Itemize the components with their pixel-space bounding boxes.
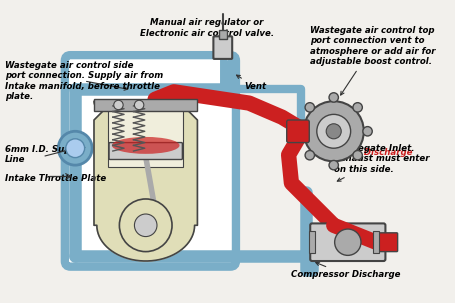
Circle shape	[294, 127, 304, 136]
Polygon shape	[94, 101, 197, 261]
Ellipse shape	[111, 137, 179, 154]
Circle shape	[134, 100, 143, 110]
Text: 6mm I.D. Supply
Line: 6mm I.D. Supply Line	[5, 145, 85, 165]
Circle shape	[119, 199, 172, 251]
Text: Manual air regulator or
Electronic air control valve.: Manual air regulator or Electronic air c…	[139, 18, 273, 38]
Circle shape	[304, 151, 314, 160]
Bar	[108, 101, 183, 167]
Text: Vent: Vent	[236, 75, 266, 92]
Circle shape	[303, 101, 363, 161]
Circle shape	[113, 100, 123, 110]
FancyBboxPatch shape	[309, 223, 384, 261]
Circle shape	[66, 139, 85, 158]
Circle shape	[362, 127, 371, 136]
FancyBboxPatch shape	[374, 233, 397, 251]
Circle shape	[316, 114, 350, 148]
Text: Intake Throttle Plate: Intake Throttle Plate	[5, 174, 106, 183]
FancyBboxPatch shape	[213, 36, 232, 59]
Bar	[218, 30, 226, 39]
FancyBboxPatch shape	[65, 55, 235, 267]
Text: Wastegate air control top
port connection vent to
atmosphere or add air for
adju: Wastegate air control top port connectio…	[309, 26, 435, 95]
Bar	[372, 231, 378, 254]
Bar	[308, 231, 314, 254]
Circle shape	[352, 103, 362, 112]
Text: Wastegate air control side
port connection. Supply air from
Intake manifold, bef: Wastegate air control side port connecti…	[5, 61, 162, 101]
Circle shape	[304, 103, 314, 112]
Circle shape	[325, 124, 340, 139]
Circle shape	[134, 214, 157, 237]
Circle shape	[352, 151, 362, 160]
Circle shape	[329, 160, 338, 170]
FancyBboxPatch shape	[109, 143, 182, 159]
Circle shape	[334, 229, 360, 255]
FancyBboxPatch shape	[286, 120, 308, 143]
Text: Compressor Discharge: Compressor Discharge	[291, 262, 400, 279]
Bar	[94, 99, 197, 111]
Text: Wastegate Discharge: Wastegate Discharge	[301, 139, 412, 157]
Circle shape	[58, 131, 92, 165]
Circle shape	[329, 93, 338, 102]
Text: Wastegate Inlet.
Exhaust must enter
on this side.: Wastegate Inlet. Exhaust must enter on t…	[333, 144, 428, 181]
